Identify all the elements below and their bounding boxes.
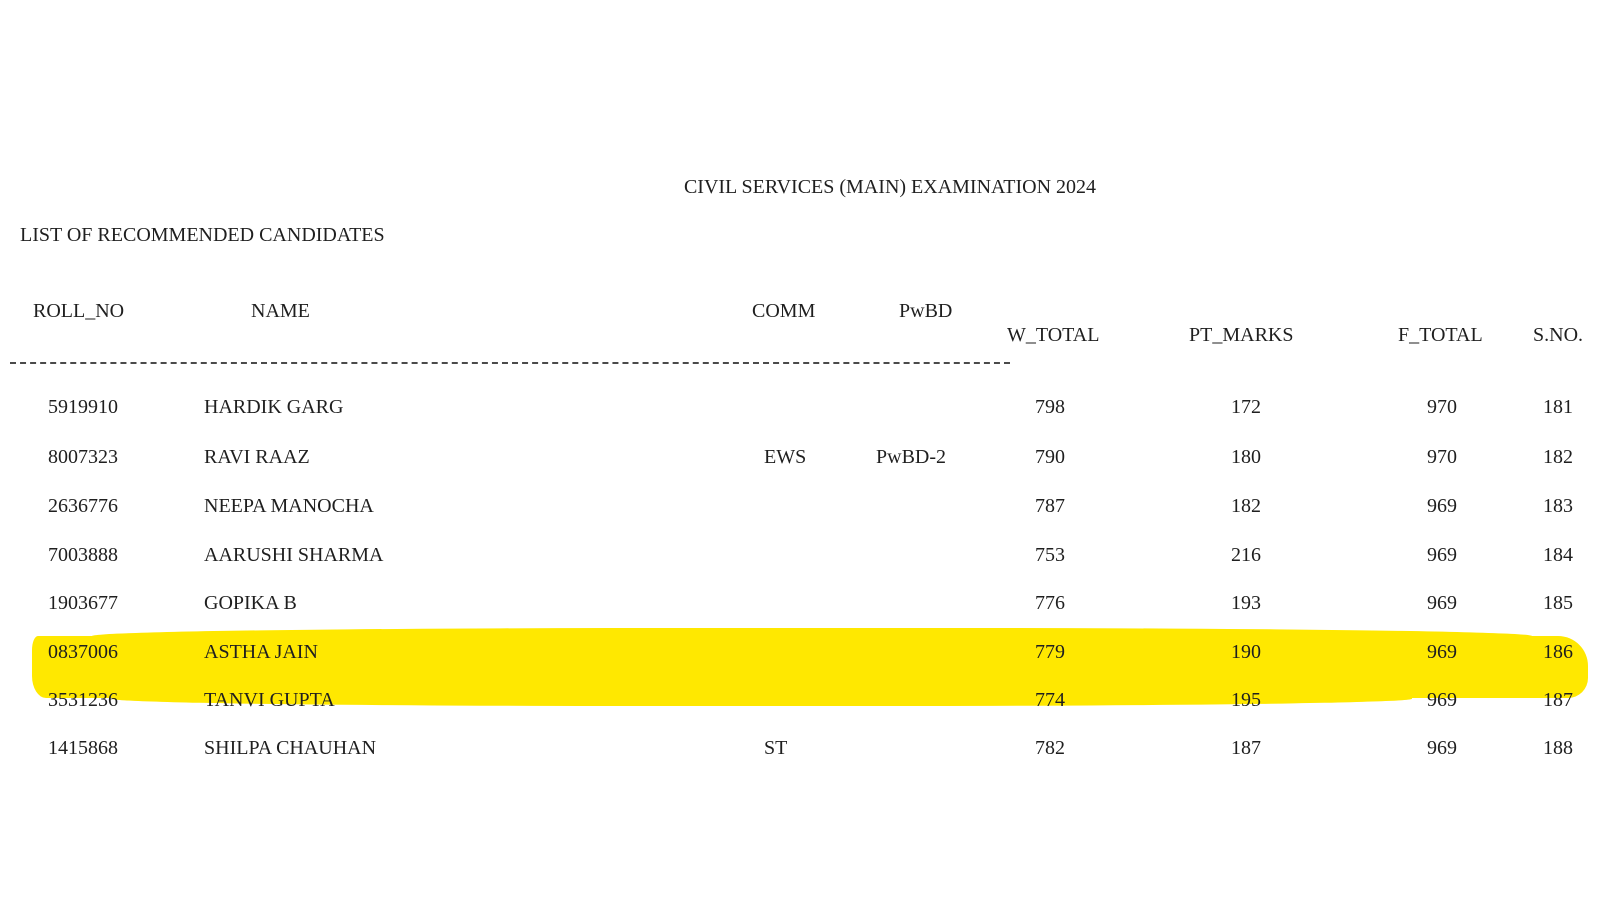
cell-s-no: 184 bbox=[1543, 544, 1573, 566]
cell-pwbd: PwBD-2 bbox=[876, 446, 947, 468]
table-row: 7003888 AARUSHI SHARMA 753 216 969 184 bbox=[0, 544, 1600, 574]
cell-pt-marks: 195 bbox=[1231, 689, 1261, 711]
cell-pt-marks: 180 bbox=[1231, 446, 1261, 468]
cell-pt-marks: 193 bbox=[1231, 592, 1261, 614]
cell-pt-marks: 187 bbox=[1231, 737, 1261, 759]
header-s-no: S.NO. bbox=[1533, 324, 1584, 346]
table-row-highlighted: 0837006 ASTHA JAIN 779 190 969 186 bbox=[0, 641, 1600, 671]
cell-roll-no: 7003888 bbox=[48, 544, 118, 566]
cell-f-total: 969 bbox=[1427, 737, 1457, 759]
cell-f-total: 970 bbox=[1427, 396, 1457, 418]
cell-f-total: 969 bbox=[1427, 641, 1457, 663]
cell-pt-marks: 172 bbox=[1231, 396, 1261, 418]
cell-w-total: 787 bbox=[1035, 495, 1065, 517]
cell-w-total: 790 bbox=[1035, 446, 1065, 468]
cell-roll-no: 2636776 bbox=[48, 495, 118, 517]
cell-w-total: 753 bbox=[1035, 544, 1065, 566]
cell-pt-marks: 190 bbox=[1231, 641, 1261, 663]
cell-name: SHILPA CHAUHAN bbox=[204, 737, 377, 759]
cell-roll-no: 1415868 bbox=[48, 737, 118, 759]
header-comm: COMM bbox=[752, 300, 816, 322]
cell-roll-no: 8007323 bbox=[48, 446, 118, 468]
cell-w-total: 798 bbox=[1035, 396, 1065, 418]
cell-name: RAVI RAAZ bbox=[204, 446, 310, 468]
row-highlight-marker bbox=[32, 628, 1588, 706]
cell-roll-no: 3531236 bbox=[48, 689, 118, 711]
cell-f-total: 969 bbox=[1427, 495, 1457, 517]
cell-s-no: 185 bbox=[1543, 592, 1573, 614]
cell-s-no: 181 bbox=[1543, 396, 1573, 418]
cell-name: GOPIKA B bbox=[204, 592, 297, 614]
cell-comm: ST bbox=[764, 737, 788, 759]
cell-f-total: 969 bbox=[1427, 592, 1457, 614]
table-row: 2636776 NEEPA MANOCHA 787 182 969 183 bbox=[0, 495, 1600, 525]
cell-f-total: 969 bbox=[1427, 544, 1457, 566]
cell-s-no: 183 bbox=[1543, 495, 1573, 517]
cell-roll-no: 5919910 bbox=[48, 396, 118, 418]
header-pt-marks: PT_MARKS bbox=[1189, 324, 1294, 346]
header-roll-no: ROLL_NO bbox=[33, 300, 125, 322]
cell-s-no: 187 bbox=[1543, 689, 1573, 711]
cell-pt-marks: 216 bbox=[1231, 544, 1261, 566]
cell-roll-no: 1903677 bbox=[48, 592, 118, 614]
cell-name: NEEPA MANOCHA bbox=[204, 495, 374, 517]
document-title-text: CIVIL SERVICES (MAIN) EXAMINATION 2024 bbox=[683, 176, 1097, 198]
cell-s-no: 188 bbox=[1543, 737, 1573, 759]
cell-w-total: 776 bbox=[1035, 592, 1065, 614]
table-row: 1415868 SHILPA CHAUHAN ST 782 187 969 188 bbox=[0, 737, 1600, 767]
cell-roll-no: 0837006 bbox=[48, 641, 118, 663]
cell-s-no: 186 bbox=[1543, 641, 1573, 663]
header-divider bbox=[10, 362, 1010, 364]
cell-name: AARUSHI SHARMA bbox=[204, 544, 384, 566]
cell-s-no: 182 bbox=[1543, 446, 1573, 468]
header-f-total: F_TOTAL bbox=[1398, 324, 1483, 346]
header-pwbd: PwBD bbox=[899, 300, 953, 322]
cell-w-total: 782 bbox=[1035, 737, 1065, 759]
cell-f-total: 970 bbox=[1427, 446, 1457, 468]
header-name: NAME bbox=[251, 300, 310, 322]
cell-pt-marks: 182 bbox=[1231, 495, 1261, 517]
cell-name: ASTHA JAIN bbox=[204, 641, 318, 663]
cell-name: TANVI GUPTA bbox=[204, 689, 335, 711]
list-title: LIST OF RECOMMENDED CANDIDATES bbox=[20, 224, 385, 246]
table-row: 8007323 RAVI RAAZ EWS PwBD-2 790 180 970 182 bbox=[0, 446, 1600, 476]
cell-w-total: 774 bbox=[1035, 689, 1065, 711]
table-row: 5919910 HARDIK GARG 798 172 970 181 bbox=[0, 396, 1600, 426]
header-w-total: W_TOTAL bbox=[1007, 324, 1100, 346]
cell-comm: EWS bbox=[764, 446, 807, 468]
cell-w-total: 779 bbox=[1035, 641, 1065, 663]
cell-f-total: 969 bbox=[1427, 689, 1457, 711]
cell-name: HARDIK GARG bbox=[204, 396, 344, 418]
table-row: 1903677 GOPIKA B 776 193 969 185 bbox=[0, 592, 1600, 622]
document-title: CIVIL SERVICES (MAIN) EXAMINATION 2024 bbox=[0, 176, 1600, 199]
table-row: 3531236 TANVI GUPTA 774 195 969 187 bbox=[0, 689, 1600, 719]
